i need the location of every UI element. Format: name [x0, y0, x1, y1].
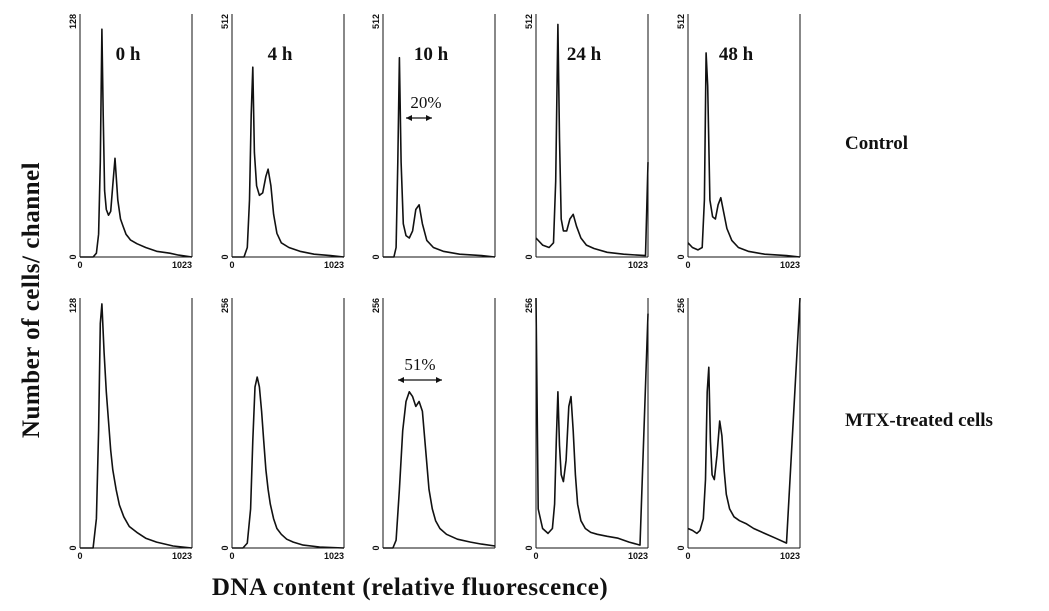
x-tick-label-min: 0 — [533, 551, 538, 561]
x-tick-label-max: 1023 — [628, 260, 648, 270]
y-tick-label-min: 0 — [676, 545, 686, 550]
time-point-title: 4 h — [268, 44, 293, 65]
y-tick-label-max: 256 — [220, 298, 230, 313]
row-label-control: Control — [845, 133, 908, 154]
arrow-head-right — [426, 115, 432, 121]
x-tick-label-min: 0 — [229, 260, 234, 270]
y-tick-label-max: 128 — [68, 298, 78, 313]
y-tick-label-min: 0 — [371, 254, 381, 259]
x-tick-label-min: 0 — [685, 551, 690, 561]
time-point-title: 0 h — [116, 44, 141, 65]
histogram-trace — [687, 297, 801, 544]
x-tick-label-max: 1023 — [324, 260, 344, 270]
time-point-title: 24 h — [567, 44, 602, 65]
histogram-trace — [383, 56, 496, 258]
x-tick-label-min: 0 — [77, 260, 82, 270]
histogram-trace — [383, 391, 496, 549]
x-tick-label-max: 1023 — [172, 260, 192, 270]
y-tick-label-max: 512 — [676, 14, 686, 29]
x-tick-label-min: 0 — [77, 551, 82, 561]
histogram-trace — [80, 303, 193, 549]
y-tick-label-min: 0 — [68, 545, 78, 550]
histogram-trace — [535, 23, 649, 257]
y-tick-label-max: 256 — [371, 298, 381, 313]
histogram-trace — [687, 52, 801, 258]
histogram-trace — [80, 28, 193, 258]
y-axis-title: Number of cells/ channel — [18, 161, 45, 439]
y-tick-label-min: 0 — [371, 545, 381, 550]
arrow-head-left — [398, 377, 404, 383]
x-tick-label-max: 1023 — [780, 260, 800, 270]
histogram-trace — [232, 66, 345, 258]
y-tick-label-min: 0 — [676, 254, 686, 259]
y-tick-label-min: 0 — [524, 545, 534, 550]
y-tick-label-min: 0 — [220, 254, 230, 259]
x-tick-label-min: 0 — [229, 551, 234, 561]
percentage-annotation: 20% — [410, 93, 441, 112]
y-tick-label-max: 256 — [676, 298, 686, 313]
histogram-trace — [535, 297, 649, 546]
histogram-trace — [232, 376, 345, 549]
arrow-head-left — [406, 115, 412, 121]
y-tick-label-max: 128 — [68, 14, 78, 29]
percentage-annotation: 51% — [404, 355, 435, 374]
x-axis-title: DNA content (relative fluorescence) — [211, 574, 609, 601]
y-tick-label-max: 256 — [524, 298, 534, 313]
y-tick-label-max: 512 — [524, 14, 534, 29]
time-point-title: 10 h — [414, 44, 449, 65]
y-tick-label-max: 512 — [220, 14, 230, 29]
x-tick-label-max: 1023 — [324, 551, 344, 561]
y-tick-label-min: 0 — [220, 545, 230, 550]
time-point-title: 48 h — [719, 44, 754, 65]
x-tick-label-max: 1023 — [780, 551, 800, 561]
y-tick-label-min: 0 — [524, 254, 534, 259]
row-label-mtx-treated: MTX-treated cells — [845, 410, 993, 431]
arrow-head-right — [436, 377, 442, 383]
y-tick-label-max: 512 — [371, 14, 381, 29]
x-tick-label-max: 1023 — [628, 551, 648, 561]
y-tick-label-min: 0 — [68, 254, 78, 259]
x-tick-label-max: 1023 — [172, 551, 192, 561]
x-tick-label-min: 0 — [685, 260, 690, 270]
